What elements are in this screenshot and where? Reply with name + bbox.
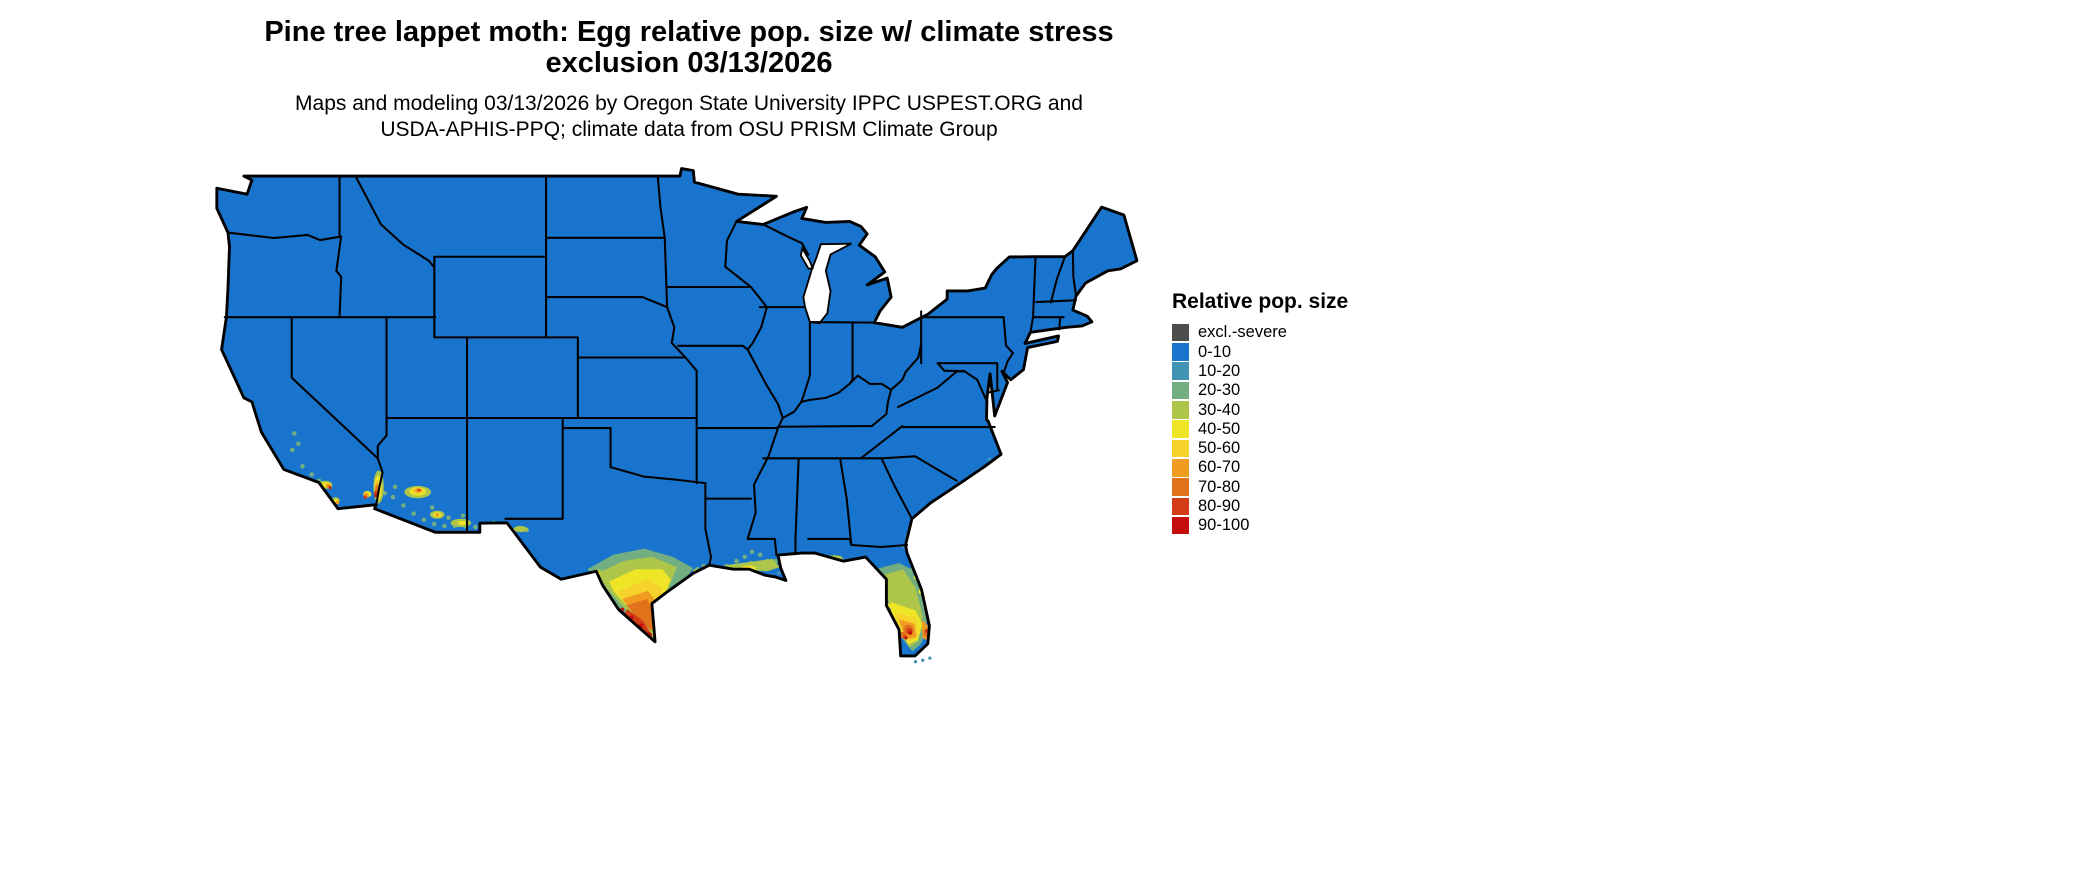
us-map — [215, 167, 1139, 664]
legend-item-excl-severe: excl.-severe — [1172, 323, 1348, 342]
legend-item-90-100: 90-100 — [1172, 516, 1348, 535]
map-subtitle: Maps and modeling 03/13/2026 by Oregon S… — [0, 91, 1378, 143]
map-subtitle-line1: Maps and modeling 03/13/2026 by Oregon S… — [295, 92, 1083, 115]
legend-swatch-70-80 — [1172, 478, 1189, 496]
legend-label-0-10: 0-10 — [1198, 342, 1232, 361]
legend-label-10-20: 10-20 — [1198, 361, 1241, 380]
map-subtitle-line2: USDA-APHIS-PPQ; climate data from OSU PR… — [380, 118, 998, 141]
legend-item-40-50: 40-50 — [1172, 419, 1348, 438]
legend-swatch-20-30 — [1172, 381, 1189, 400]
legend-swatch-80-90 — [1172, 497, 1189, 516]
map-area — [212, 166, 1150, 675]
map-title-line1: Pine tree lappet moth: Egg relative pop.… — [264, 16, 1114, 48]
green-bay — [799, 245, 814, 270]
legend-title: Relative pop. size — [1172, 290, 1349, 313]
legend-item-0-10: 0-10 — [1172, 342, 1348, 361]
legend-item-20-30: 20-30 — [1172, 381, 1348, 400]
legend-label-60-70: 60-70 — [1198, 458, 1241, 477]
legend-swatch-90-100 — [1172, 516, 1189, 535]
legend-item-50-60: 50-60 — [1172, 439, 1348, 458]
legend-label-80-90: 80-90 — [1198, 497, 1241, 516]
legend-swatch-10-20 — [1172, 362, 1189, 381]
state-borders — [223, 175, 1078, 567]
legend: Relative pop. size excl.-severe 0-10 10-… — [1172, 290, 1348, 535]
legend-item-80-90: 80-90 — [1172, 497, 1348, 516]
legend-label-70-80: 70-80 — [1198, 477, 1241, 496]
florida-keys-specks — [913, 656, 932, 664]
legend-label-excl-severe: excl.-severe — [1198, 323, 1287, 342]
lakes — [799, 242, 852, 325]
map-title-line2: exclusion 03/13/2026 — [545, 47, 833, 79]
legend-swatch-40-50 — [1172, 420, 1189, 438]
legend-swatch-0-10 — [1172, 343, 1189, 361]
lake-michigan — [802, 242, 852, 325]
legend-item-30-40: 30-40 — [1172, 400, 1348, 419]
legend-swatch-50-60 — [1172, 439, 1189, 458]
legend-swatch-30-40 — [1172, 401, 1189, 419]
legend-item-10-20: 10-20 — [1172, 362, 1348, 381]
legend-swatch-excl-severe — [1172, 323, 1189, 342]
legend-item-60-70: 60-70 — [1172, 458, 1348, 477]
map-title: Pine tree lappet moth: Egg relative pop.… — [0, 17, 1378, 79]
legend-label-50-60: 50-60 — [1198, 439, 1241, 458]
legend-label-40-50: 40-50 — [1198, 419, 1241, 438]
legend-item-70-80: 70-80 — [1172, 477, 1348, 496]
legend-swatch-60-70 — [1172, 458, 1189, 477]
legend-label-90-100: 90-100 — [1198, 516, 1250, 535]
legend-label-20-30: 20-30 — [1198, 381, 1241, 400]
legend-label-30-40: 30-40 — [1198, 400, 1241, 419]
